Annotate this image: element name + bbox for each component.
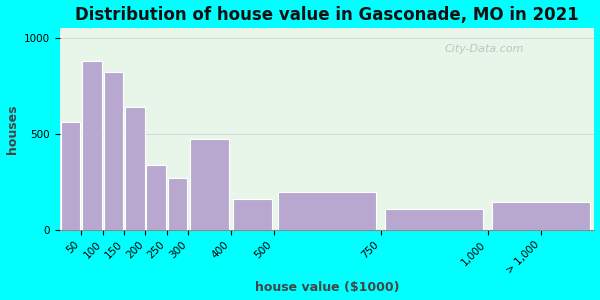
Bar — [278, 192, 376, 230]
Y-axis label: houses: houses — [5, 104, 19, 154]
Bar — [125, 107, 145, 230]
Bar — [82, 61, 102, 230]
Text: City-Data.com: City-Data.com — [445, 44, 524, 54]
Bar — [385, 208, 483, 230]
X-axis label: house value ($1000): house value ($1000) — [255, 281, 400, 294]
Bar — [146, 165, 166, 230]
Bar — [233, 199, 272, 230]
Bar — [190, 140, 229, 230]
Bar — [104, 72, 123, 230]
Bar — [168, 178, 187, 230]
Bar — [61, 122, 80, 230]
Title: Distribution of house value in Gasconade, MO in 2021: Distribution of house value in Gasconade… — [76, 6, 579, 24]
Bar — [492, 202, 590, 230]
